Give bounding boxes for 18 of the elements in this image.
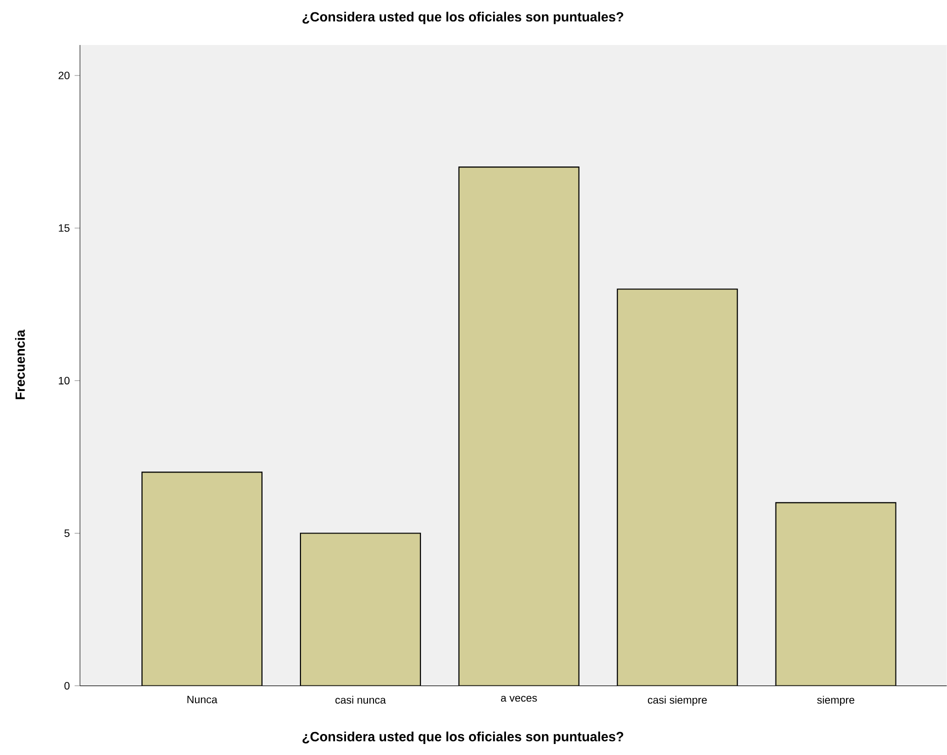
x-axis-title: ¿Considera usted que los oficiales son puntuales? [302, 732, 624, 744]
x-tick-label: a veces [500, 696, 537, 702]
chart-title: ¿Considera usted que los oficiales son puntuales? [302, 12, 624, 24]
bar [775, 502, 896, 686]
x-tick-label: casi nunca [335, 696, 386, 704]
bar [616, 288, 738, 686]
bar [141, 472, 263, 686]
y-tick-label: 10 [58, 376, 70, 385]
y-tick-label: 20 [58, 72, 70, 80]
y-tick-label: 0 [64, 682, 70, 690]
bar [300, 532, 421, 686]
y-tick-label: 5 [64, 530, 70, 538]
x-tick-label: casi siempre [648, 696, 707, 706]
bar [458, 166, 580, 686]
y-tick-label: 15 [58, 224, 70, 232]
x-tick-label: siempre [817, 696, 854, 706]
y-axis-title: Frecuencia [15, 330, 25, 400]
x-tick-label: Nunca [187, 696, 218, 704]
